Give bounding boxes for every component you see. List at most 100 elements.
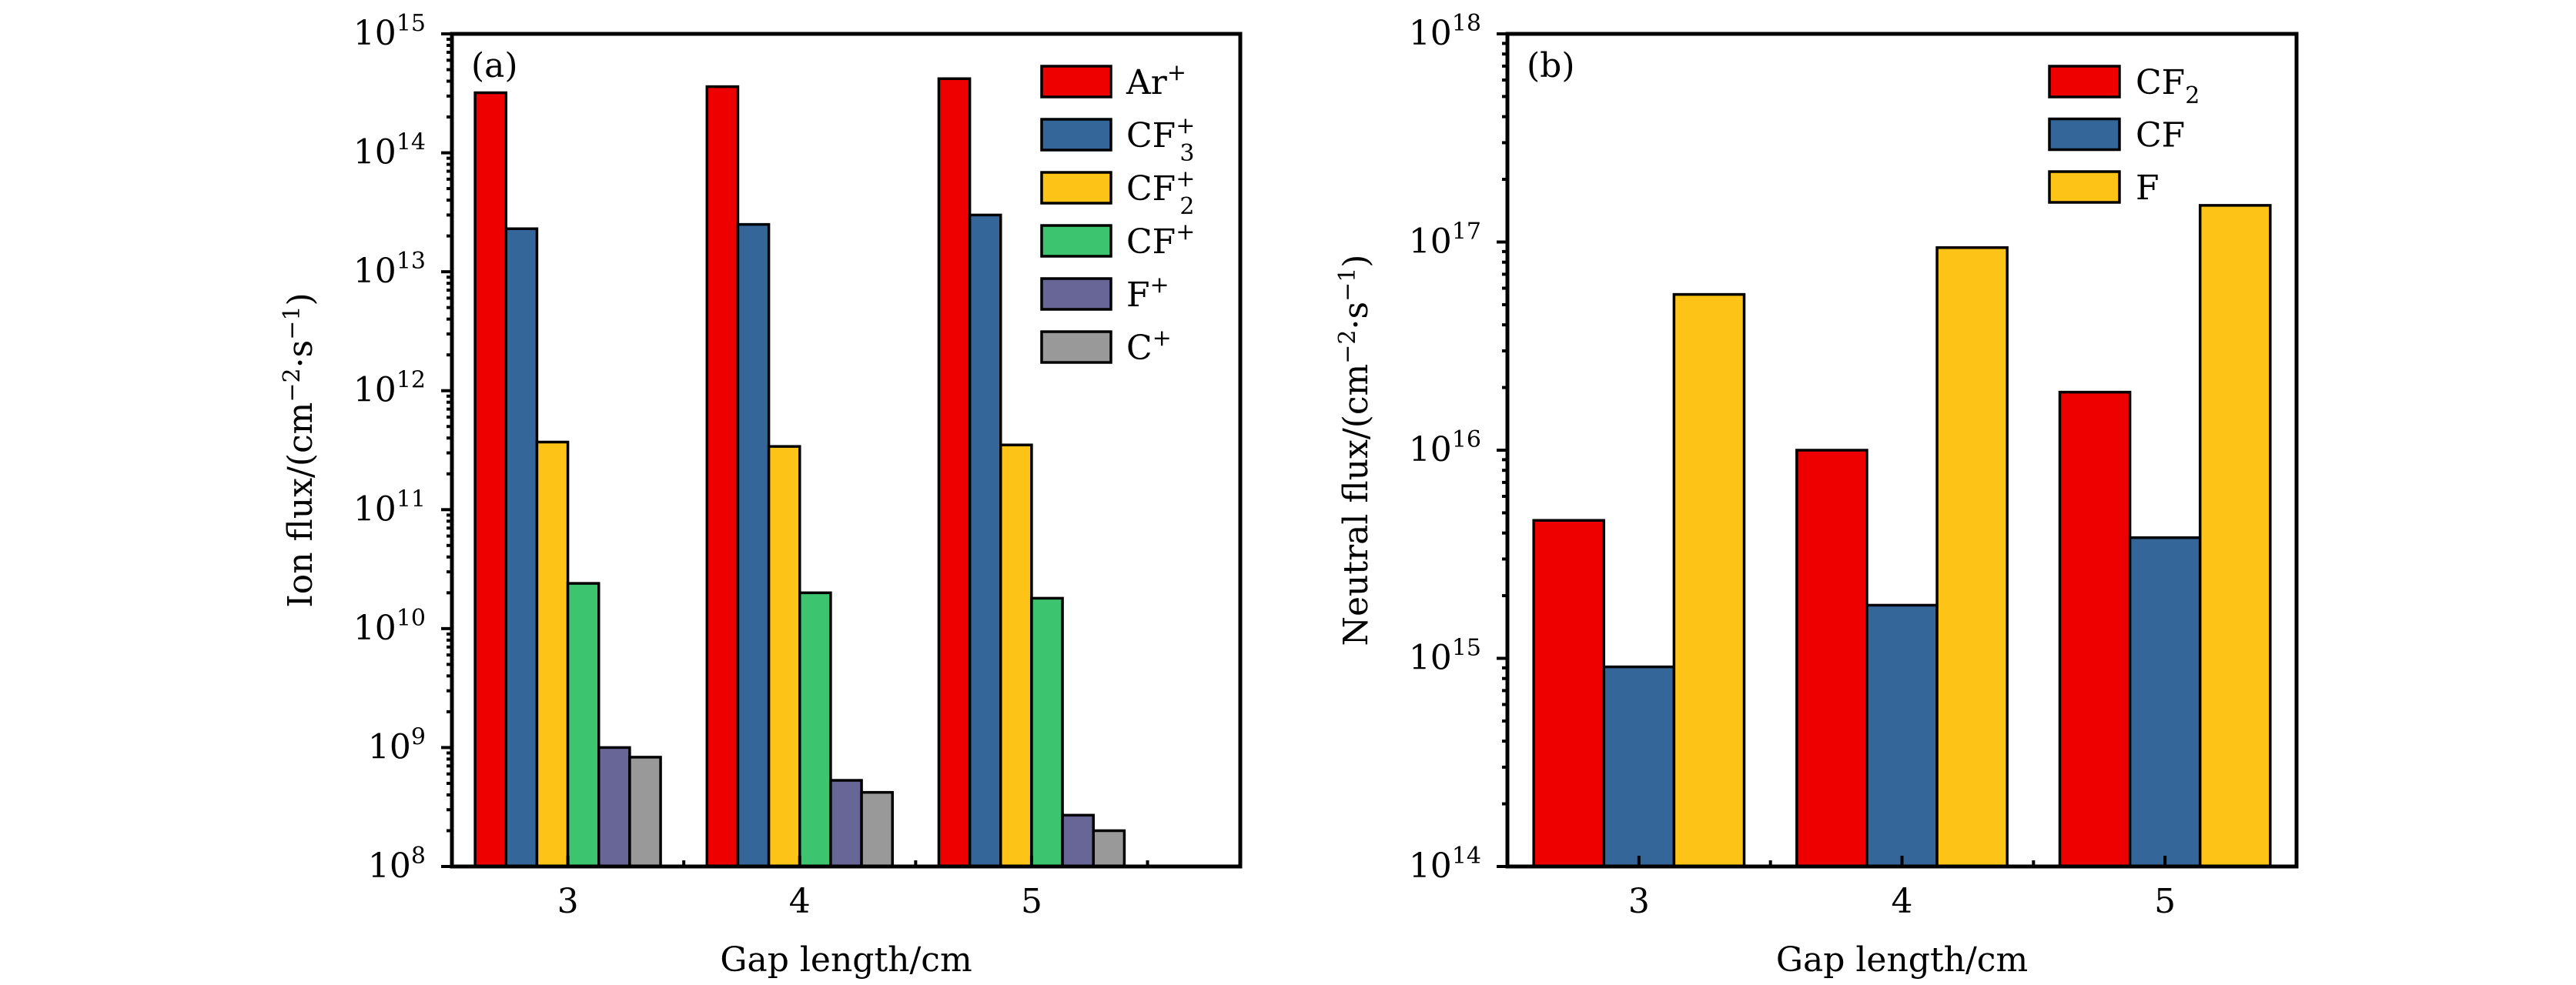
x-tick-label: 5 [1021,882,1042,921]
y-tick-exponent: 17 [1452,219,1481,245]
y-axis-label: Ion flux/(cm−2·s−1) [279,292,320,607]
bar-ar--5 [937,77,972,868]
bar-cf--4 [798,591,832,868]
y-tick-base: 10 [1409,222,1452,262]
legend-item: CF2 [2048,63,2200,109]
series-f [1672,204,2272,868]
bar-cf2-3 [1532,519,1606,868]
legend-label-main: Ar [1126,63,1168,102]
x-tick-label: 3 [1628,882,1650,921]
bar-f--4 [829,779,863,868]
y-tick-exponent: 10 [396,605,426,632]
x-tick-label: 4 [789,882,811,921]
y-tick-base: 10 [1409,639,1452,678]
y-label-main: Ion flux/(cm [281,402,320,608]
panel-tag: (b) [1527,46,1575,85]
bar-f-3 [1672,292,1746,868]
y-tick-base: 10 [1409,846,1452,886]
bar-cf-3 [1602,665,1676,868]
legend-label-sup: + [1153,325,1172,352]
bar-f--3 [597,746,631,868]
x-axis: 3 4 5 [1628,856,2176,921]
x-axis-label: Gap length/cm [720,940,972,980]
y-tick-base: 10 [1409,430,1452,469]
legend-swatch [2048,65,2121,98]
y-label-mid: ·s [1337,302,1376,330]
bar-f-5 [2198,204,2272,868]
y-label-end: ) [281,292,320,306]
y-tick-base: 10 [1409,14,1452,53]
y-tick-label: 1018 [1409,10,1481,53]
y-tick-label: 109 [368,723,426,766]
bar-ar--3 [473,91,508,868]
legend-label: Ar+ [1126,59,1186,102]
y-label-end: ) [1337,255,1376,268]
y-tick-exponent: 11 [396,486,426,513]
legend-swatch [1040,65,1112,98]
legend-item: F+ [1040,272,1169,315]
bar-cf2--4 [767,445,801,868]
y-tick-exponent: 16 [1452,426,1481,453]
y-tick-base: 10 [353,133,396,172]
series-cf- [566,582,1064,868]
legend-label-main: F [2136,169,2159,208]
legend-label-main: CF [2136,63,2185,102]
y-tick-exponent: 18 [1452,10,1481,37]
y-tick-exponent: 14 [1452,843,1481,870]
y-tick-label: 1010 [353,605,426,648]
legend-label: CF+ 2 [1126,165,1195,220]
legend-item: C+ [1040,325,1172,368]
y-tick-label: 1016 [1409,426,1481,469]
y-tick-base: 10 [353,609,396,648]
legend-label-sub: 2 [2185,82,2200,109]
x-tick-label: 5 [2154,882,2176,921]
y-axis-label: Neutral flux/(cm−2·s−1) [1334,255,1376,646]
series-cf2 [1532,390,2132,868]
series-cf3- [504,213,1002,868]
bar-cf--5 [1030,596,1064,868]
y-tick-base: 10 [368,846,411,886]
bar-c--3 [628,756,662,868]
legend-item: F [2048,169,2159,208]
legend-label-main: CF [1126,116,1176,155]
legend-swatch [1040,277,1112,311]
y-tick-exponent: 14 [396,129,426,156]
x-tick-label: 3 [557,882,579,921]
y-tick-label: 1014 [1409,843,1481,886]
y-label-main: Neutral flux/(cm [1337,364,1376,646]
y-tick-exponent: 12 [396,367,426,394]
bar-c--4 [860,790,894,868]
bar-cf2-5 [2058,390,2132,868]
y-tick-label: 1012 [353,367,426,410]
legend-label-sup: + [1176,112,1195,139]
y-tick-exponent: 15 [396,10,426,37]
y-tick-base: 10 [368,727,411,766]
y-tick-label: 1014 [353,129,426,172]
bar-f-4 [1935,246,2009,868]
bars [1532,204,2272,868]
bar-c--5 [1092,829,1126,868]
legend-label-sup: + [1176,219,1195,245]
legend-item: CF+ 3 [1040,112,1195,167]
legend-swatch [2048,170,2121,204]
legend-label-sub: 2 [1179,193,1194,220]
legend-label-sup: + [1150,272,1169,299]
y-tick-label: 1013 [353,248,426,291]
y-label-mid: ·s [281,340,320,369]
y-label-exponent: −2 [279,368,306,402]
y-tick-exponent: 9 [411,723,426,750]
bars [473,77,1126,868]
y-tick-label: 1015 [1409,635,1481,678]
bar-cf-4 [1865,603,1939,868]
legend-label-sub: 3 [1179,140,1194,167]
bar-cf-5 [2128,536,2202,868]
legend-label-main: F [1126,275,1150,315]
x-tick-label: 4 [1892,882,1913,921]
bar-cf--3 [566,582,601,868]
bar-cf2-4 [1795,449,1868,868]
